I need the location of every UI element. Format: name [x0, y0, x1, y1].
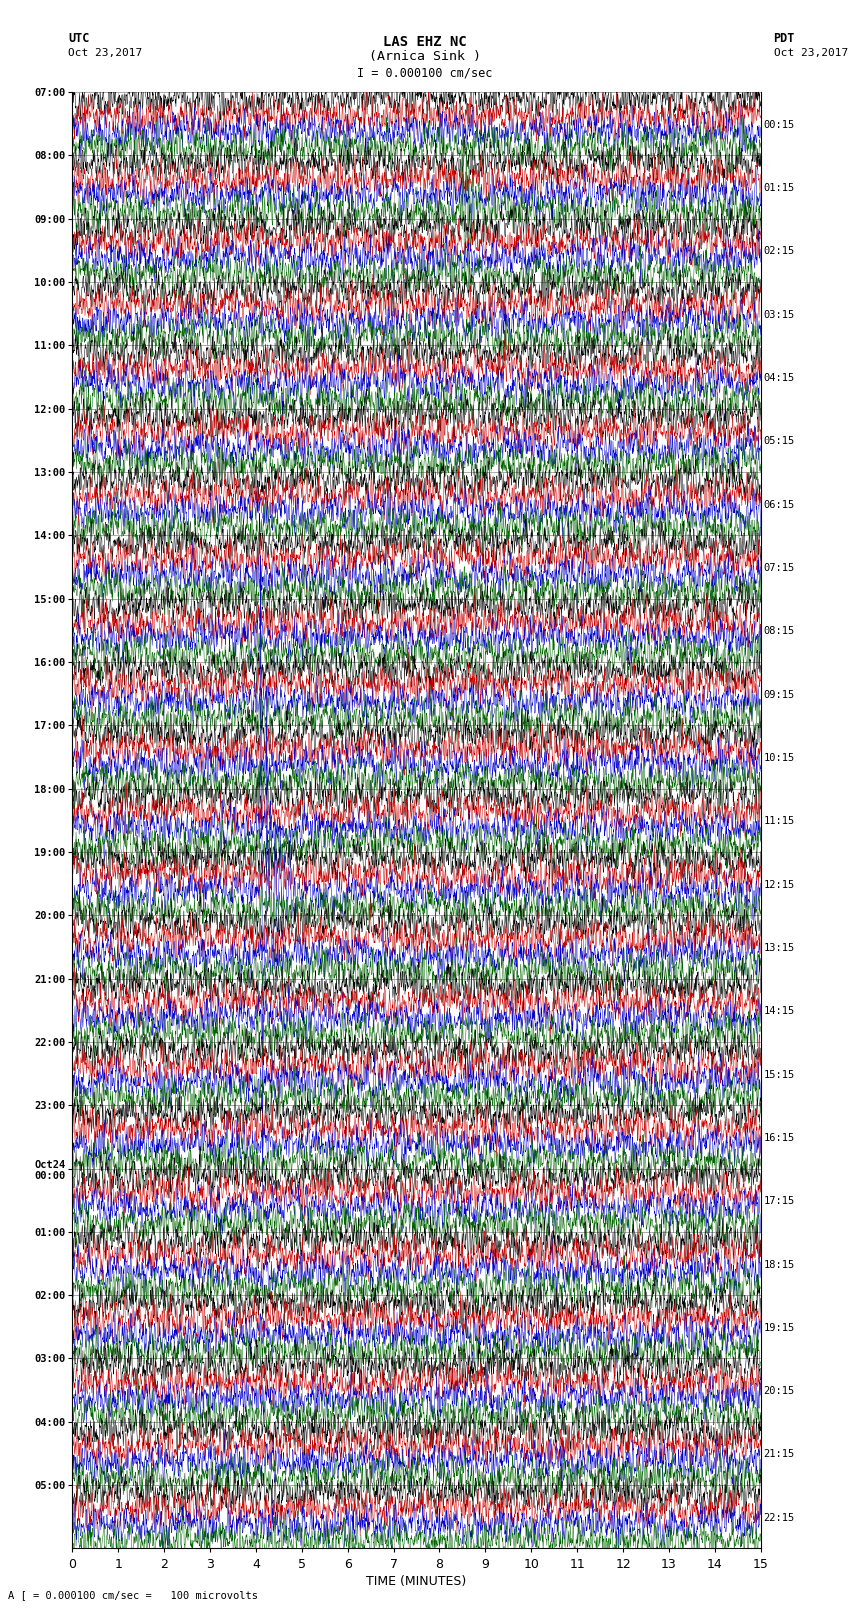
Text: PDT: PDT	[774, 32, 795, 45]
Text: (Arnica Sink ): (Arnica Sink )	[369, 50, 481, 63]
Text: UTC: UTC	[68, 32, 89, 45]
X-axis label: TIME (MINUTES): TIME (MINUTES)	[366, 1574, 467, 1587]
Text: I = 0.000100 cm/sec: I = 0.000100 cm/sec	[357, 66, 493, 79]
Text: LAS EHZ NC: LAS EHZ NC	[383, 35, 467, 50]
Text: Oct 23,2017: Oct 23,2017	[68, 48, 142, 58]
Text: A [ = 0.000100 cm/sec =   100 microvolts: A [ = 0.000100 cm/sec = 100 microvolts	[8, 1590, 258, 1600]
Text: Oct 23,2017: Oct 23,2017	[774, 48, 847, 58]
